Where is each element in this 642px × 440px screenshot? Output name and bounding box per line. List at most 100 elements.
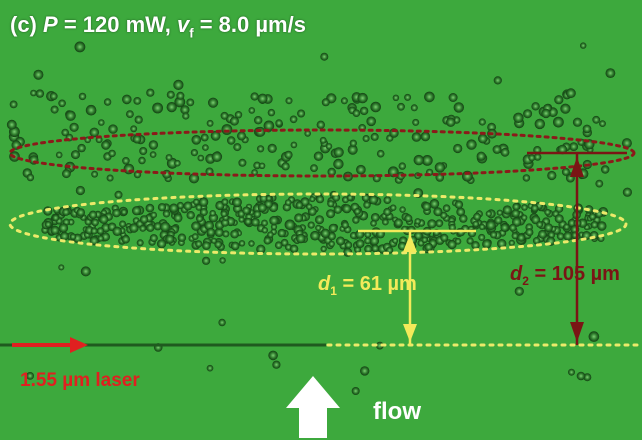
particle [209,210,216,217]
particle [340,97,348,105]
particle [162,210,171,218]
particle [485,210,492,217]
particle [146,223,155,232]
particle [50,105,59,114]
particle [208,97,219,108]
particle [284,219,296,231]
particle [98,119,105,126]
particle [532,237,541,245]
particle-clusters [6,41,633,395]
particle [363,201,371,209]
particle [227,136,236,145]
particle [221,124,233,135]
particle [58,99,66,108]
particle [601,165,610,174]
particle [592,115,601,124]
particle [211,151,223,162]
particle [254,116,263,125]
particle [148,140,159,150]
lower-trap-ellipse [8,192,628,256]
particle [371,244,380,253]
particle [106,174,114,182]
particle [333,147,344,158]
particle [190,149,198,157]
particle [454,200,464,209]
particle [508,239,515,246]
particle [466,237,474,245]
particle [319,136,327,144]
particle [511,232,519,240]
particle [310,164,318,173]
particle [269,215,279,226]
particle [513,112,524,124]
panel-tag: (c) [10,12,37,37]
particle [404,214,413,223]
particle [197,154,205,162]
particle [174,159,181,167]
particle [284,199,292,206]
particle [166,90,175,99]
particle [210,130,221,141]
particle [315,215,324,225]
particle [132,134,142,144]
particle [589,213,596,221]
particle [132,206,142,216]
particle [221,198,229,206]
particle [453,143,463,154]
particle [71,150,80,160]
particle [349,139,357,147]
particle [250,92,259,101]
particle [435,219,444,228]
particle [390,204,397,211]
particle [261,219,268,227]
particle [186,98,195,107]
particle [229,116,239,126]
particle [316,120,325,129]
particle [234,111,243,119]
particle [251,217,260,227]
d2-symbol: d [510,263,523,285]
particle [321,98,330,107]
particle [270,223,278,230]
particle [382,218,389,226]
particle [448,223,456,232]
particle [146,88,155,97]
particle [306,203,313,210]
particle [76,208,86,217]
particle [183,201,193,211]
particle [479,223,486,230]
particle [69,233,77,240]
particle [327,167,336,177]
particle [112,226,122,236]
particle [582,124,592,134]
particle [108,124,118,134]
particle [392,94,400,102]
particle [421,155,433,166]
particle [490,231,498,239]
particle [560,103,571,114]
particle [134,115,143,124]
particle [369,236,380,246]
d2-value: = 105 µm [528,263,620,285]
particle [521,214,528,221]
particle [230,229,239,239]
particle [176,201,184,210]
particle [191,233,199,241]
particle [440,233,449,242]
particle [447,239,457,250]
particle [514,286,524,296]
particle [198,197,209,207]
particle [253,210,262,218]
particle [218,318,226,327]
particle [120,208,128,216]
particle [289,244,299,253]
particle [9,100,18,109]
particle [572,117,583,127]
particle [176,91,185,100]
particle [139,225,147,232]
particle [44,221,52,228]
particle [534,118,545,130]
particle [202,241,211,250]
particle [202,256,211,265]
d2-marker [527,151,627,345]
